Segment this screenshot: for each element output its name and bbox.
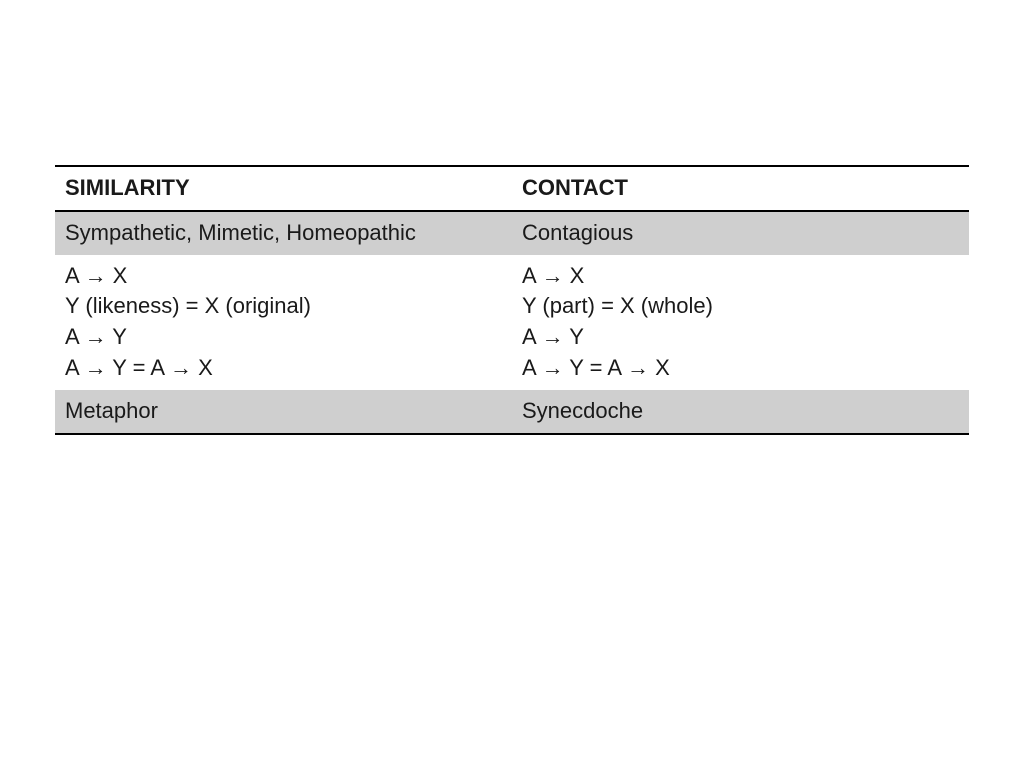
cell-contact-formula: A → X Y (part) = X (whole) A → Y A → Y =… [512, 255, 969, 390]
cell-similarity-types: Sympathetic, Mimetic, Homeopathic [55, 212, 512, 255]
column-header-contact: CONTACT [512, 167, 969, 210]
comparison-table: SIMILARITY CONTACT Sympathetic, Mimetic,… [55, 165, 969, 435]
cell-contact-types: Contagious [512, 212, 969, 255]
table-header-row: SIMILARITY CONTACT [55, 165, 969, 212]
column-header-similarity: SIMILARITY [55, 167, 512, 210]
table-row: A → X Y (likeness) = X (original) A → Y … [55, 255, 969, 390]
cell-contact-trope: Synecdoche [512, 390, 969, 433]
cell-similarity-formula: A → X Y (likeness) = X (original) A → Y … [55, 255, 512, 390]
cell-similarity-trope: Metaphor [55, 390, 512, 433]
table-row: Sympathetic, Mimetic, Homeopathic Contag… [55, 212, 969, 255]
table-row: Metaphor Synecdoche [55, 390, 969, 435]
